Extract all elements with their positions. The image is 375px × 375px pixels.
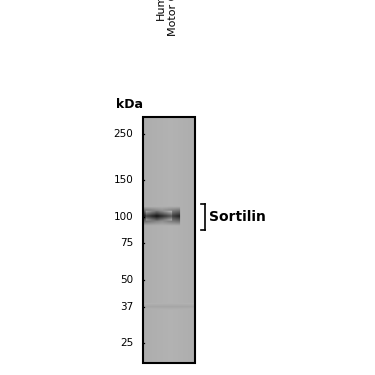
Text: Human
Motor Cortex: Human Motor Cortex [156,0,178,36]
Text: 75: 75 [120,238,133,248]
Text: 100: 100 [114,212,133,222]
Text: 250: 250 [113,129,133,138]
Text: Sortilin: Sortilin [209,210,266,224]
Text: kDa: kDa [116,98,143,111]
Text: 25: 25 [120,338,133,348]
Bar [142,117,195,363]
Text: 37: 37 [120,302,133,312]
Text: 150: 150 [113,175,133,185]
Text: 50: 50 [120,275,133,285]
